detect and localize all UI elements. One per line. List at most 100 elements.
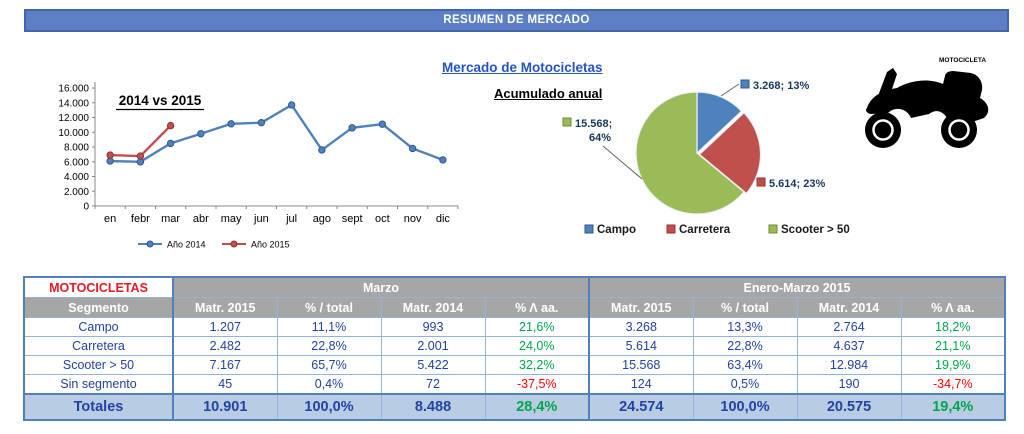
- segments-table: MOTOCICLETAS Marzo Enero-Marzo 2015 Segment…: [23, 276, 1007, 421]
- table-cell: 124: [588, 374, 694, 395]
- legend-marker: [584, 224, 594, 234]
- group-header-enero-marzo: Enero-Marzo 2015: [587, 276, 1006, 298]
- y-axis-tick-label: 10.000: [58, 128, 89, 139]
- column-header: Matr. 2014: [796, 297, 902, 318]
- table-cell: 19,4%: [900, 393, 1006, 421]
- table-cell: 13,3%: [692, 317, 798, 337]
- table-cell: 11,1%: [276, 317, 382, 337]
- table-cell: 2.764: [796, 317, 902, 337]
- table-cell: 24.574: [588, 393, 694, 421]
- table-cell: 21,6%: [484, 317, 590, 337]
- table-corner-label: MOTOCICLETAS: [23, 276, 174, 298]
- table-cell: 993: [380, 317, 486, 337]
- series-line: [110, 124, 172, 158]
- segment-label: Sin segmento: [23, 374, 174, 395]
- callout-marker: [756, 177, 766, 187]
- table-cell: 2.482: [172, 336, 278, 356]
- rear-wheel-rim: [948, 119, 970, 141]
- y-axis-tick-label: 0: [83, 202, 89, 213]
- x-axis-tick-label: jun: [253, 213, 269, 225]
- legend-label: Carretera: [679, 224, 731, 236]
- table-cell: 45: [172, 374, 278, 395]
- totals-label: Totales: [23, 393, 174, 421]
- table-cell: 2.001: [380, 336, 486, 356]
- y-axis-tick-label: 4.000: [64, 172, 89, 183]
- callout-marker: [740, 79, 750, 89]
- column-header: % Λ aa.: [900, 297, 1006, 318]
- data-point-marker: [166, 121, 175, 130]
- column-header: % / total: [276, 297, 382, 318]
- x-axis-tick-label: dic: [436, 213, 451, 225]
- legend-label: Año 2015: [251, 240, 290, 250]
- data-point-marker: [257, 118, 266, 127]
- legend-marker: [768, 224, 778, 234]
- table-row: Campo 1.207 11,1% 993 21,6% 3.268 13,3% 2.764 18…: [23, 317, 1006, 337]
- y-axis-tick-label: 8.000: [64, 143, 89, 154]
- table-row: Carretera 2.482 22,8% 2.001 24,0% 5.614 22,8% 4…: [23, 336, 1006, 356]
- legend-label: Scooter > 50: [781, 224, 850, 236]
- table-cell: 72: [380, 374, 486, 395]
- y-axis-tick-label: 14.000: [58, 98, 89, 109]
- x-axis-tick-label: sept: [342, 213, 363, 225]
- motorcycle-label: MOTOCICLETA: [939, 57, 986, 64]
- table-cell: -37,5%: [484, 374, 590, 395]
- table-cell: 12.984: [796, 355, 902, 375]
- table-cell: -34,7%: [900, 374, 1006, 395]
- x-axis-tick-label: en: [104, 213, 116, 225]
- column-header: % Λ aa.: [484, 297, 590, 318]
- column-header: Matr. 2014: [380, 297, 486, 318]
- table-cell: 0,5%: [692, 374, 798, 395]
- table-cell: 18,2%: [900, 317, 1006, 337]
- totals-row: Totales 10.901 100,0% 8.488 28,4% 24.574 100,0…: [23, 393, 1006, 421]
- table-cell: 22,8%: [276, 336, 382, 356]
- table-cell: 28,4%: [484, 393, 590, 421]
- data-point-marker: [287, 101, 296, 109]
- table-cell: 3.268: [588, 317, 694, 337]
- table-cell: 15.568: [588, 355, 694, 375]
- x-axis-tick-label: abr: [193, 213, 209, 225]
- table-row: Scooter > 50 7.167 65,7% 5.422 32,2% 15.568 63…: [23, 355, 1006, 375]
- segment-label: Carretera: [23, 336, 174, 356]
- table-row: Sin segmento 45 0,4% 72 -37,5% 124 0,5% 190 -34,…: [23, 374, 1006, 395]
- motorcycle-seat: [943, 90, 975, 104]
- y-axis-tick-label: 16.000: [58, 84, 89, 95]
- column-header: Matr. 2015: [588, 297, 694, 318]
- callout-marker: [562, 117, 572, 127]
- y-axis-tick-label: 2.000: [64, 187, 89, 198]
- pie-chart-accumulated-annual: 3.268; 13% 5.614; 23% 15.568; 64% Campo Carre…: [562, 79, 850, 236]
- motorcycle-body: [866, 71, 989, 123]
- data-point-marker: [136, 152, 145, 160]
- data-point-marker: [106, 151, 114, 159]
- data-point-marker: [166, 139, 175, 148]
- pie-slice-carretera: [698, 111, 762, 195]
- table-cell: 4.637: [796, 336, 902, 356]
- group-header-marzo: Marzo: [172, 276, 590, 298]
- line-chart-title: 2014 vs 2015: [119, 93, 202, 108]
- legend-label: Año 2014: [167, 240, 206, 250]
- table-cell: 100,0%: [692, 393, 798, 421]
- column-header: Segmento: [23, 297, 174, 318]
- segment-label: Scooter > 50: [23, 355, 174, 375]
- x-axis-tick-label: nov: [404, 213, 422, 225]
- x-axis-tick-label: may: [221, 213, 242, 225]
- pie-data-label: 64%: [589, 132, 611, 144]
- data-point-marker: [439, 156, 447, 164]
- y-axis-tick-label: 6.000: [64, 157, 89, 168]
- data-point-marker: [197, 130, 205, 138]
- table-cell: 190: [796, 374, 902, 395]
- x-axis-tick-label: jul: [285, 213, 297, 225]
- motorcycle-rear-wheel: [941, 112, 977, 148]
- data-point-marker: [318, 146, 326, 154]
- data-point-marker: [227, 120, 235, 128]
- table-cell: 65,7%: [276, 355, 382, 375]
- pie-data-label: 15.568;: [575, 118, 612, 130]
- data-point-marker: [348, 124, 356, 132]
- segment-label: Campo: [23, 317, 174, 337]
- pie-data-label: 5.614; 23%: [769, 178, 825, 190]
- legend-marker: [666, 224, 676, 234]
- table-cell: 100,0%: [276, 393, 382, 421]
- motorcycle-silhouette-image: MOTOCICLETA: [865, 57, 989, 148]
- column-header: % / total: [692, 297, 798, 318]
- data-point-marker: [378, 120, 387, 128]
- table-cell: 63,4%: [692, 355, 798, 375]
